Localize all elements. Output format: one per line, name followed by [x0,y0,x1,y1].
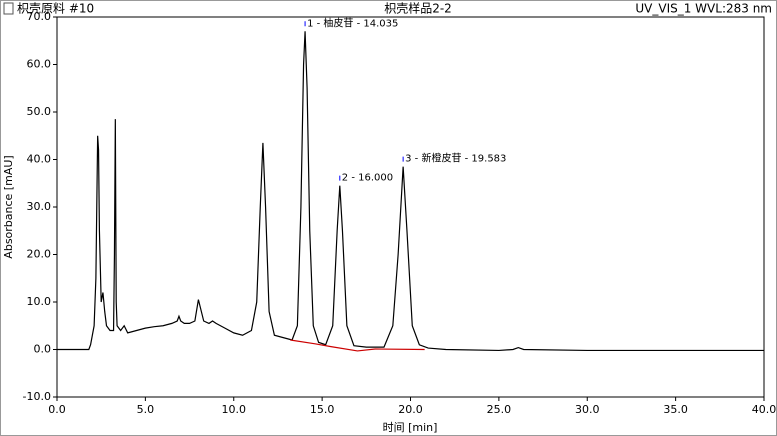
y-tick-label: 30.0 [27,200,52,213]
x-tick-label: 15.0 [310,403,335,416]
icon [3,2,14,15]
x-tick-label: 35.0 [663,403,688,416]
annotation: 1 - 柚皮苷 - 14.035 [307,16,398,29]
y-tick-label: 70.0 [27,10,52,23]
x-tick-label: 0.0 [48,403,66,416]
x-tick-label: 25.0 [487,403,512,416]
y-tick-label: 50.0 [27,105,52,118]
y-tick-label: 60.0 [27,58,52,71]
y-tick-label: 10.0 [27,295,52,308]
channel-label: UV_VIS_1 WVL:283 nm [635,2,772,16]
sample-label: 枳壳原料 #10 [17,2,94,16]
x-axis-label: 时间 [min] [383,421,438,434]
y-axis-label: Absorbance [mAU] [2,155,15,258]
x-tick-label: 40.0 [752,403,777,416]
x-tick-label: 30.0 [575,403,600,416]
x-tick-label: 10.0 [222,403,247,416]
annotation: 3 - 新橙皮苷 - 19.583 [405,152,506,165]
y-tick-label: -10.0 [23,390,51,403]
chart-title: 枳壳样品2-2 [384,1,452,16]
y-tick-label: 0.0 [34,343,52,356]
x-tick-label: 20.0 [398,403,423,416]
series-line [290,339,425,352]
series-line [57,31,764,352]
y-tick-label: 20.0 [27,248,52,261]
x-tick-label: 5.0 [137,403,155,416]
annotation: 2 - 16.000 [342,173,393,184]
y-tick-label: 40.0 [27,153,52,166]
